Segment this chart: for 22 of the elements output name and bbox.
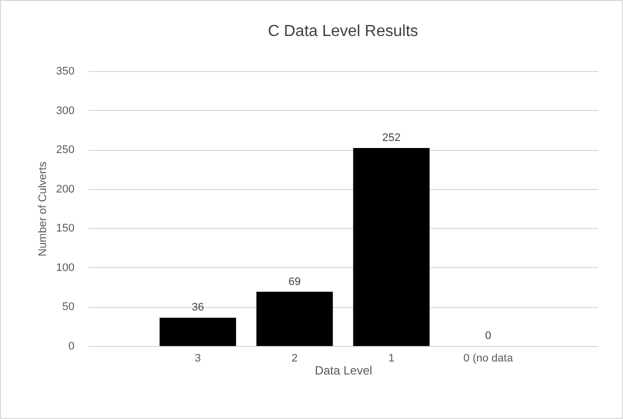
data-label: 36 <box>192 302 204 314</box>
x-tick-label: 0 (no data <box>463 352 514 364</box>
data-label: 252 <box>382 132 401 144</box>
y-tick-label: 350 <box>56 66 74 78</box>
bar <box>353 148 430 346</box>
x-tick-label: 2 <box>292 352 298 364</box>
y-tick-label: 250 <box>56 144 74 156</box>
y-tick-label: 100 <box>56 262 74 274</box>
chart-title: C Data Level Results <box>268 23 418 40</box>
y-tick-label: 50 <box>62 301 74 314</box>
y-tick-label: 150 <box>56 222 74 235</box>
x-axis-title: Data Level <box>314 364 372 378</box>
x-tick-label: 3 <box>194 352 201 364</box>
y-axis-title: Number of Culverts <box>37 161 50 256</box>
y-tick-label: 300 <box>56 104 74 117</box>
x-tick-label: 1 <box>388 352 394 364</box>
y-tick-label: 200 <box>56 183 74 196</box>
bar <box>256 292 333 346</box>
y-tick-label: 0 <box>68 340 74 352</box>
data-label: 0 <box>485 330 492 342</box>
bar <box>160 318 236 346</box>
data-label: 69 <box>288 276 301 288</box>
